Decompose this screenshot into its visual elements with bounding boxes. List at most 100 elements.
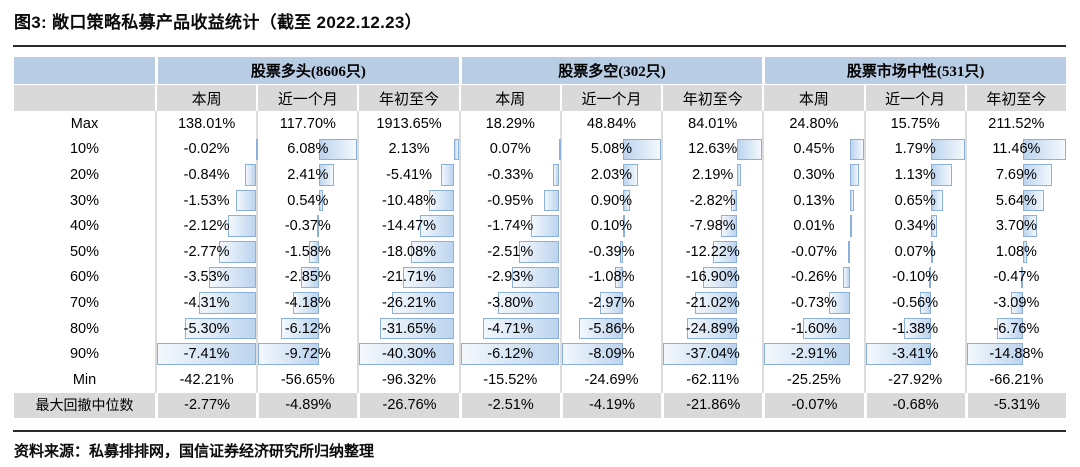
cell-value: -0.07% bbox=[790, 243, 837, 260]
table-cell: -56.65% bbox=[256, 366, 357, 393]
table-cell: -3.80% bbox=[458, 290, 560, 316]
cell-value: 48.84% bbox=[586, 115, 637, 132]
cell-value: -0.56% bbox=[892, 294, 939, 311]
row-label: 10% bbox=[69, 141, 100, 158]
cell-value: 18.29% bbox=[485, 115, 535, 132]
data-bar bbox=[227, 215, 257, 237]
table-cell: -40.30% bbox=[357, 341, 458, 367]
cell-value: 2.13% bbox=[388, 141, 430, 158]
data-bar bbox=[764, 343, 851, 365]
data-bar bbox=[721, 215, 738, 237]
table-cell: -1.53% bbox=[155, 187, 257, 214]
data-bar bbox=[850, 215, 853, 237]
cell-value: -24.69% bbox=[584, 371, 639, 388]
sub-header-2-2: 年初至今 bbox=[964, 85, 1066, 111]
table-cell: 2.13% bbox=[357, 136, 459, 163]
table-cell: -25.25% bbox=[762, 366, 863, 393]
cell-value: -2.12% bbox=[183, 218, 230, 235]
table-cell: 0.30% bbox=[762, 162, 863, 188]
cell-value: -1.60% bbox=[790, 320, 837, 337]
data-bar bbox=[1022, 138, 1066, 161]
table-cell: -4.31% bbox=[155, 290, 257, 316]
returns-table: 股票多头(8606只) 股票多空(302只) 股票市场中性(531只) 本周 近一… bbox=[14, 57, 1066, 419]
row-label: 50% bbox=[69, 243, 100, 260]
data-bar bbox=[185, 317, 257, 340]
cell-value: -12.22% bbox=[685, 243, 740, 260]
table-cell: 0.45% bbox=[762, 136, 864, 163]
data-bar bbox=[663, 343, 738, 365]
data-bar bbox=[258, 343, 320, 365]
cell-value: 15.75% bbox=[890, 115, 940, 132]
group-header-stock-long-short: 股票多空(302只) bbox=[458, 57, 763, 84]
data-bar bbox=[558, 138, 561, 161]
cell-value: 6.08% bbox=[287, 141, 329, 158]
table-cell: 11.46% bbox=[964, 136, 1066, 163]
data-bar bbox=[1022, 189, 1045, 212]
table-row-90: 90% -7.41% -9.72% -40.30% -6.12% -8.09% -37.04… bbox=[14, 341, 1066, 367]
cell-value: -21.86% bbox=[686, 397, 741, 414]
cell-value: -1.58% bbox=[284, 243, 331, 260]
data-bar bbox=[828, 292, 851, 314]
table-cell: -1.60% bbox=[762, 315, 863, 342]
table-cell: -10.48% bbox=[357, 187, 458, 214]
cell-value: 1.79% bbox=[894, 141, 936, 158]
group-header-spacer bbox=[14, 57, 155, 84]
data-bar bbox=[319, 189, 323, 212]
table-cell: -0.33% bbox=[458, 162, 560, 188]
cell-value: -2.51% bbox=[487, 397, 534, 414]
cell-value: -26.21% bbox=[382, 294, 437, 311]
table-row-80: 80% -5.30% -6.12% -31.65% -4.71% -5.86% -24.89… bbox=[14, 315, 1066, 342]
table-cell: 0.07% bbox=[863, 238, 965, 265]
cell-value: -4.71% bbox=[487, 320, 534, 337]
table-row-Min: Min -42.21% -56.65% -96.32% -15.52% -24.69% -6… bbox=[14, 366, 1066, 393]
data-bar bbox=[622, 189, 630, 212]
cell-value: 2.19% bbox=[692, 166, 734, 183]
table-cell: -3.41% bbox=[863, 341, 965, 367]
table-cell: -0.07% bbox=[762, 238, 863, 265]
sub-header-0-2: 年初至今 bbox=[357, 85, 459, 111]
cell-value: -6.12% bbox=[487, 346, 534, 363]
row-label: 最大回撤中位数 bbox=[14, 392, 155, 419]
row-label: Max bbox=[70, 115, 99, 132]
data-bar bbox=[737, 164, 742, 186]
row-label: 20% bbox=[69, 166, 100, 183]
table-cell: -5.86% bbox=[559, 315, 661, 342]
data-bar bbox=[687, 317, 738, 340]
table-cell: 138.01% bbox=[155, 111, 256, 137]
table-cell: -15.52% bbox=[458, 366, 560, 393]
table-cell: 1.08% bbox=[964, 238, 1066, 265]
table-cell: -37.04% bbox=[661, 341, 762, 367]
data-bar bbox=[850, 189, 855, 212]
row-label: Min bbox=[72, 371, 97, 388]
sub-header-1-0: 本周 bbox=[458, 85, 560, 111]
data-bar bbox=[319, 138, 358, 161]
table-cell: -5.30% bbox=[155, 315, 257, 342]
table-row-70: 70% -4.31% -4.18% -26.21% -3.80% -2.97% -21.02… bbox=[14, 290, 1066, 316]
table-cell: -2.93% bbox=[458, 264, 560, 291]
table-row-60: 60% -3.53% -2.85% -21.71% -2.93% -1.08% -16.90… bbox=[14, 264, 1066, 291]
table-cell: -62.11% bbox=[661, 366, 762, 393]
table-cell: -1.08% bbox=[559, 264, 661, 291]
table-cell: 0.10% bbox=[559, 213, 661, 239]
table-cell: -1.38% bbox=[863, 315, 965, 342]
data-bar bbox=[600, 292, 623, 314]
data-bar bbox=[453, 138, 459, 161]
cell-value: 0.13% bbox=[793, 192, 835, 209]
data-bar bbox=[803, 317, 851, 340]
table-cell: -7.41% bbox=[155, 341, 257, 367]
cell-value: -0.73% bbox=[790, 294, 837, 311]
cell-value: -2.82% bbox=[689, 192, 736, 209]
cell-value: 84.01% bbox=[688, 115, 738, 132]
table-cell: -2.97% bbox=[559, 290, 661, 316]
table-cell: -0.73% bbox=[762, 290, 863, 316]
data-bar bbox=[1022, 240, 1027, 263]
cell-value: -1.08% bbox=[588, 269, 635, 286]
table-cell: 18.29% bbox=[458, 111, 560, 137]
sub-header-0-1: 近一个月 bbox=[256, 85, 358, 111]
table-cell: -2.12% bbox=[155, 213, 257, 239]
table-cell: -26.76% bbox=[357, 392, 459, 419]
data-bar bbox=[578, 317, 623, 340]
table-cell: 12.63% bbox=[661, 136, 763, 163]
table-cell: -18.08% bbox=[357, 238, 458, 265]
data-bar bbox=[1021, 266, 1024, 289]
